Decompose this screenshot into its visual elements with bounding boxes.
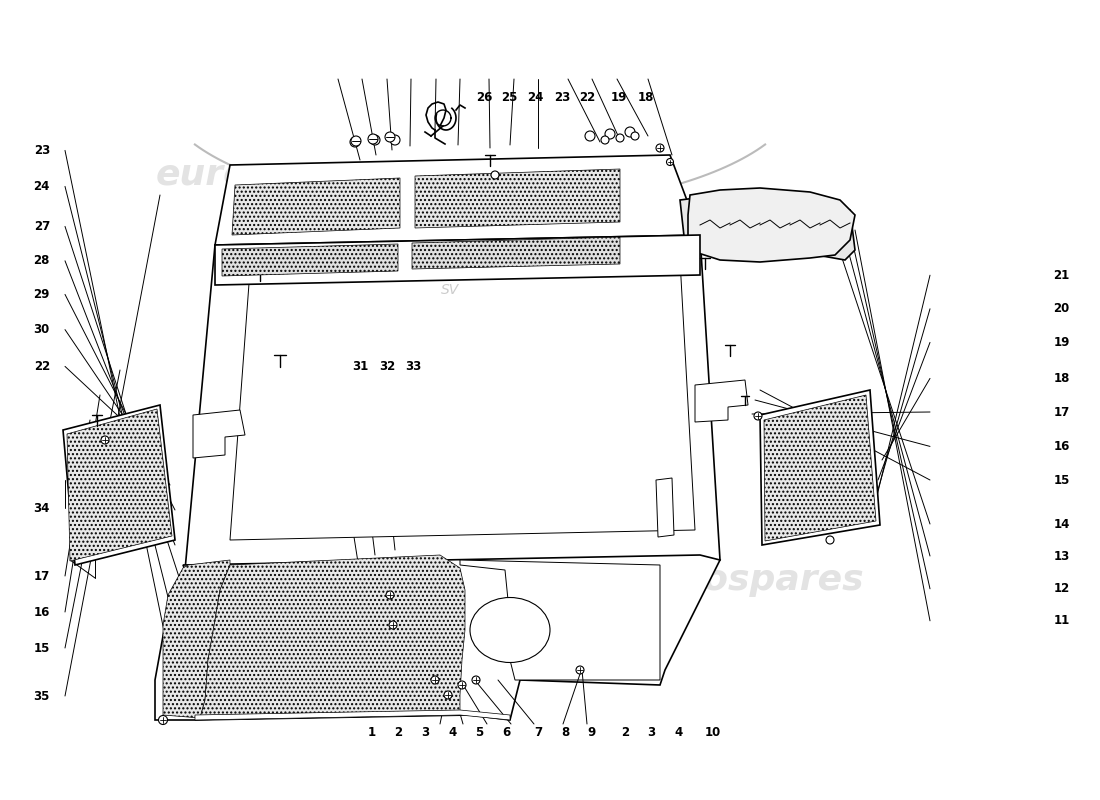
Polygon shape (195, 555, 465, 720)
Polygon shape (656, 478, 674, 537)
Text: 35: 35 (34, 690, 50, 702)
Circle shape (826, 536, 834, 544)
Text: 24: 24 (34, 180, 50, 193)
Circle shape (754, 412, 762, 420)
Circle shape (631, 132, 639, 140)
Polygon shape (214, 155, 700, 245)
Polygon shape (412, 237, 620, 269)
Text: 34: 34 (34, 502, 50, 514)
Polygon shape (232, 178, 400, 235)
Circle shape (351, 136, 361, 146)
Text: 2: 2 (394, 726, 403, 738)
Polygon shape (760, 390, 880, 545)
Circle shape (605, 129, 615, 139)
Text: 1: 1 (367, 726, 376, 738)
Text: 22: 22 (580, 91, 595, 104)
Text: 32: 32 (379, 360, 395, 373)
Text: 28: 28 (34, 254, 50, 267)
Polygon shape (680, 190, 855, 260)
Circle shape (101, 436, 109, 444)
Text: 6: 6 (502, 726, 510, 738)
Text: 14: 14 (1054, 518, 1069, 530)
Circle shape (368, 134, 378, 144)
Circle shape (444, 691, 452, 699)
Polygon shape (764, 395, 876, 541)
Polygon shape (163, 560, 230, 718)
Text: 12: 12 (1054, 582, 1069, 595)
Circle shape (601, 136, 609, 144)
Polygon shape (195, 710, 510, 720)
Text: 30: 30 (34, 323, 50, 336)
Polygon shape (460, 560, 660, 680)
Polygon shape (230, 260, 695, 540)
Circle shape (431, 676, 439, 684)
Circle shape (667, 158, 673, 166)
Polygon shape (688, 188, 855, 262)
Polygon shape (222, 244, 398, 276)
Text: 17: 17 (1054, 406, 1069, 418)
Polygon shape (415, 169, 620, 228)
Text: 2: 2 (620, 726, 629, 738)
Polygon shape (63, 405, 175, 565)
Text: SV: SV (441, 283, 459, 297)
Circle shape (576, 666, 584, 674)
Text: 23: 23 (554, 91, 570, 104)
Text: 17: 17 (34, 570, 50, 582)
Circle shape (389, 621, 397, 629)
Circle shape (491, 171, 499, 179)
Polygon shape (695, 380, 748, 422)
Ellipse shape (470, 598, 550, 662)
Text: 20: 20 (1054, 302, 1069, 315)
Text: 22: 22 (34, 360, 50, 373)
Circle shape (158, 715, 167, 725)
Text: 3: 3 (647, 726, 656, 738)
Text: 13: 13 (1054, 550, 1069, 562)
Text: 16: 16 (34, 606, 50, 618)
Circle shape (616, 134, 624, 142)
Text: 15: 15 (34, 642, 50, 654)
Circle shape (386, 591, 394, 599)
Text: 11: 11 (1054, 614, 1069, 627)
Text: 5: 5 (475, 726, 484, 738)
Circle shape (458, 681, 466, 689)
Text: 19: 19 (612, 91, 627, 104)
Circle shape (656, 144, 664, 152)
Circle shape (625, 127, 635, 137)
Text: 19: 19 (1054, 336, 1069, 349)
Text: 18: 18 (1054, 372, 1069, 385)
Polygon shape (185, 235, 720, 570)
Text: 21: 21 (1054, 269, 1069, 282)
Polygon shape (214, 235, 700, 285)
Text: 31: 31 (353, 360, 369, 373)
Text: 25: 25 (502, 91, 517, 104)
Text: 8: 8 (561, 726, 570, 738)
Text: 15: 15 (1054, 474, 1069, 486)
Polygon shape (192, 410, 245, 458)
Text: 29: 29 (34, 288, 50, 301)
Text: 3: 3 (421, 726, 430, 738)
Text: 27: 27 (34, 220, 50, 233)
Circle shape (585, 131, 595, 141)
Circle shape (390, 135, 400, 145)
Polygon shape (155, 555, 720, 720)
Text: 18: 18 (638, 91, 653, 104)
Text: 26: 26 (476, 91, 492, 104)
Text: 10: 10 (705, 726, 720, 738)
Circle shape (385, 132, 395, 142)
Text: 24: 24 (528, 91, 543, 104)
Text: eurospares: eurospares (156, 158, 384, 192)
Text: 9: 9 (587, 726, 596, 738)
Text: 4: 4 (674, 726, 683, 738)
Text: eurospares: eurospares (636, 563, 865, 597)
Text: 4: 4 (448, 726, 456, 738)
Circle shape (472, 676, 480, 684)
Circle shape (370, 135, 379, 145)
Circle shape (350, 137, 360, 147)
Text: 33: 33 (406, 360, 421, 373)
Text: 23: 23 (34, 144, 50, 157)
Text: 16: 16 (1054, 440, 1069, 453)
Text: 7: 7 (534, 726, 542, 738)
Polygon shape (67, 409, 172, 561)
